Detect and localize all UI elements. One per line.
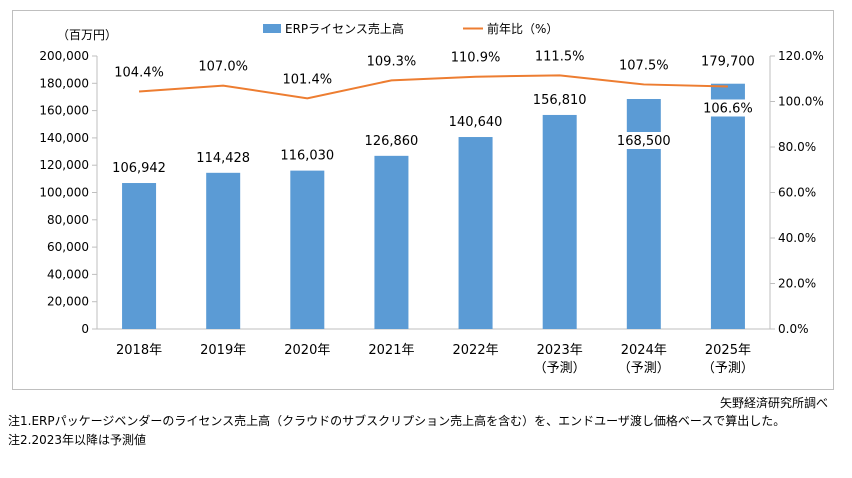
x-axis-category-label: 2023年 <box>537 343 583 358</box>
bar-value-label: 126,860 <box>365 134 419 149</box>
yoy-value-label-bg <box>113 63 165 81</box>
bar-value-label: 156,810 <box>533 93 587 108</box>
legend-bar-label: ERPライセンス売上高 <box>285 21 404 36</box>
left-axis-tick-label: 0 <box>81 322 89 336</box>
yoy-value-label-bg <box>533 47 586 65</box>
yoy-value-label-bg <box>197 57 249 75</box>
bar-value-label: 140,640 <box>449 115 503 130</box>
x-axis-category-label: 2020年 <box>284 343 330 358</box>
left-axis-tick-label: 140,000 <box>39 131 89 145</box>
bar-value-label: 114,428 <box>196 151 250 166</box>
yoy-value-label: 106.6% <box>703 101 753 116</box>
footnote-2: 注2.2023年以降は予測値 <box>8 433 146 447</box>
right-axis-tick-label: 120.0% <box>778 49 824 63</box>
yoy-value-label: 107.0% <box>198 60 248 75</box>
yoy-value-label: 110.9% <box>451 51 501 66</box>
x-axis-category-label: 2022年 <box>453 343 499 358</box>
bar-value-label: 168,500 <box>617 134 671 149</box>
yoy-value-label: 101.4% <box>283 72 333 87</box>
yoy-value-label: 109.3% <box>367 54 417 69</box>
yoy-value-label: 111.5% <box>535 49 585 64</box>
bar <box>122 183 157 329</box>
bar <box>458 137 493 329</box>
chart-frame: 0 20,000 40,000 60,000 80,000 100,000 120,000 1… <box>12 10 834 390</box>
right-axis-tick-label: 100.0% <box>778 95 824 109</box>
left-axis-tick-label: 180,000 <box>39 76 89 90</box>
left-axis-unit-label: （百万円） <box>57 28 117 42</box>
left-axis-tick-label: 80,000 <box>47 213 89 227</box>
bar-value-label: 116,030 <box>280 149 334 164</box>
bar <box>542 114 577 330</box>
yoy-value-label-bg <box>281 70 334 88</box>
x-axis-category-label: 2019年 <box>200 343 246 358</box>
right-axis-tick-label: 20.0% <box>778 277 816 291</box>
bar-value-label: 106,942 <box>112 161 166 176</box>
bar-value-label-bg <box>193 148 253 166</box>
x-axis-category-label: 2018年 <box>116 343 162 358</box>
yoy-value-label-bg <box>449 48 502 66</box>
footnote-1: 注1.ERPパッケージベンダーのライセンス売上高（クラウドのサブスクリプション売… <box>8 414 786 428</box>
bar-value-label-bg <box>698 52 758 70</box>
x-axis-category-label: 2021年 <box>368 343 414 358</box>
yoy-value-label-bg <box>702 99 754 117</box>
left-axis-tick-label: 120,000 <box>39 158 89 172</box>
yoy-value-label: 107.5% <box>619 58 669 73</box>
yoy-line <box>138 74 728 100</box>
bar <box>374 155 409 329</box>
bar <box>290 170 325 329</box>
yoy-value-label: 104.4% <box>114 65 164 80</box>
left-axis-tick-label: 60,000 <box>47 240 89 254</box>
bar-value-label-bg <box>109 159 169 177</box>
legend-line-label: 前年比（%） <box>487 21 558 36</box>
bar-value-label-bg <box>445 113 506 131</box>
x-axis-category-label: 2025年 <box>705 343 751 358</box>
bar-value-label-bg <box>361 131 422 149</box>
legend-bar-swatch <box>263 24 281 33</box>
right-axis-tick-label: 0.0% <box>778 322 809 336</box>
yoy-value-label-bg <box>365 52 418 70</box>
x-axis-category-label: （予測） <box>618 361 670 376</box>
yoy-value-label-bg <box>618 56 670 74</box>
right-axis-tick-label: 40.0% <box>778 231 816 245</box>
bar-value-label-bg <box>530 90 590 108</box>
bar-value-label: 179,700 <box>701 55 755 70</box>
right-axis-tick-label: 80.0% <box>778 140 816 154</box>
x-axis-category-label: （予測） <box>702 361 754 376</box>
left-axis-tick-label: 160,000 <box>39 104 89 118</box>
x-axis-category-label: 2024年 <box>621 343 667 358</box>
bar <box>206 172 241 329</box>
x-axis-category-label: （予測） <box>534 361 586 376</box>
left-axis-tick-label: 40,000 <box>47 267 89 281</box>
bar <box>710 83 745 329</box>
bar-value-label-bg <box>277 146 337 164</box>
combo-chart: 0 20,000 40,000 60,000 80,000 100,000 120,000 1… <box>39 21 824 376</box>
left-axis-tick-label: 100,000 <box>39 186 89 200</box>
left-axis-tick-label: 200,000 <box>39 49 89 63</box>
left-axis-tick-label: 20,000 <box>47 295 89 309</box>
source-note: 矢野経済研究所調べ <box>719 396 828 410</box>
right-axis-tick-label: 60.0% <box>778 186 816 200</box>
bar-value-label-bg <box>614 131 674 149</box>
